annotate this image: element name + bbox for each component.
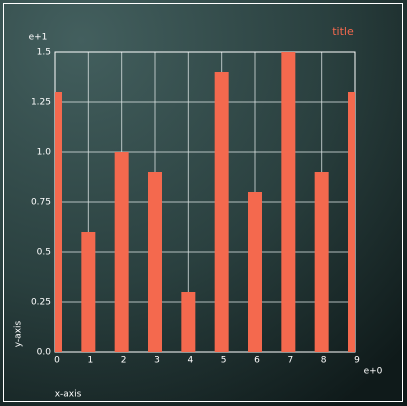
x-axis-label: x-axis (55, 390, 82, 400)
y-tick-label: 0.5 (37, 248, 51, 258)
y-axis-label: y-axis (14, 320, 24, 347)
bar (248, 192, 262, 352)
bars (55, 52, 355, 352)
bar (114, 152, 129, 352)
x-tick-label: 7 (287, 356, 293, 366)
bar (181, 292, 196, 352)
x-tick-label: 8 (321, 356, 327, 366)
y-exponent: e+1 (29, 33, 48, 43)
y-tick-label: 1.5 (37, 48, 51, 58)
bar (314, 172, 329, 352)
y-tick-label: 0.25 (31, 298, 51, 308)
x-tick-label: 6 (254, 356, 260, 366)
x-tick-label: 0 (54, 356, 60, 366)
x-exponent: e+0 (364, 367, 383, 377)
x-tick-label: 5 (221, 356, 227, 366)
y-tick-label: 0.0 (37, 348, 52, 358)
bar (81, 232, 96, 352)
bar (348, 92, 355, 352)
x-tick-label: 3 (154, 356, 160, 366)
frame (3, 3, 403, 402)
bar (148, 172, 162, 352)
y-tick-label: 1.0 (37, 148, 52, 158)
bar (214, 72, 229, 352)
bar (281, 52, 296, 352)
plot-area: 0.0 0.25 0.5 0.75 1.0 1.25 1.5 0 1 2 3 4 5 6 7 8 9 (31, 48, 360, 366)
y-tick-label: 1.25 (31, 98, 51, 108)
x-tick-label: 2 (121, 356, 127, 366)
bar (55, 92, 62, 352)
y-tick-label: 0.75 (31, 198, 51, 208)
x-tick-label: 4 (187, 356, 193, 366)
chart-title: title (332, 25, 354, 38)
x-tick-label: 9 (354, 356, 360, 366)
x-tick-label: 1 (87, 356, 93, 366)
